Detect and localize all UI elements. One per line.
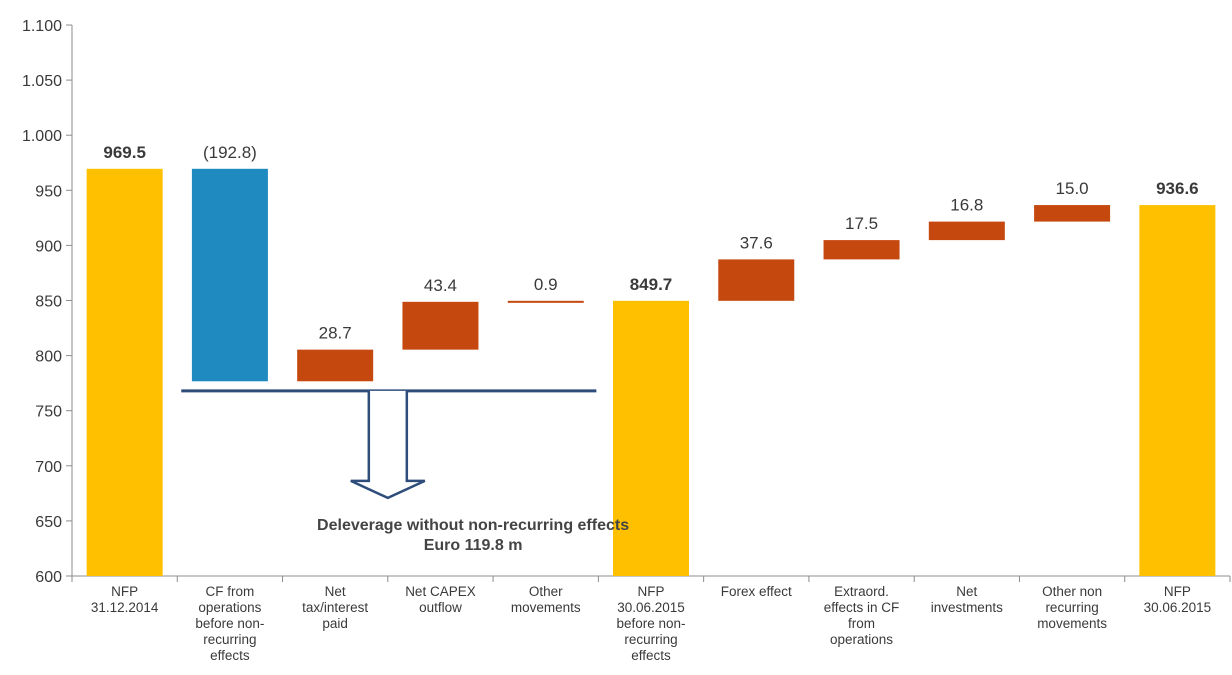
category-label: Net — [325, 584, 346, 599]
category-label: effects — [210, 648, 250, 663]
data-label: 28.7 — [319, 324, 352, 343]
category-label: investments — [931, 600, 1003, 615]
category-label: movements — [1037, 616, 1107, 631]
data-label: (192.8) — [203, 143, 257, 162]
data-label: 16.8 — [950, 196, 983, 215]
data-label: 0.9 — [534, 275, 558, 294]
category-label: operations — [198, 600, 261, 615]
y-tick-label: 650 — [35, 514, 62, 531]
category-label: operations — [830, 632, 893, 647]
category-label: before non- — [616, 616, 685, 631]
category-label: movements — [511, 600, 581, 615]
category-label: 30.06.2015 — [1144, 600, 1212, 615]
data-label: 849.7 — [630, 275, 673, 294]
annotation-line-2: Euro 119.8 m — [424, 537, 523, 554]
bar-increase — [718, 259, 795, 301]
data-label: 37.6 — [740, 233, 773, 252]
y-tick-label: 900 — [35, 238, 62, 255]
category-label: 31.12.2014 — [91, 600, 159, 615]
category-label: effects in CF — [824, 600, 900, 615]
bar-increase — [297, 349, 374, 382]
data-label: 969.5 — [103, 143, 146, 162]
bar-increase — [1034, 205, 1111, 222]
y-tick-label: 700 — [35, 459, 62, 476]
category-label: Other non — [1042, 584, 1102, 599]
data-label: 15.0 — [1056, 179, 1089, 198]
y-tick-label: 800 — [35, 349, 62, 366]
bars-layer — [86, 168, 1216, 576]
category-label: Forex effect — [721, 584, 792, 599]
category-label: paid — [322, 616, 348, 631]
annotation-line-1: Deleverage without non-recurring effects — [317, 517, 629, 534]
deleverage-annotation: Deleverage without non-recurring effects… — [181, 389, 629, 554]
category-label: Net CAPEX — [405, 584, 476, 599]
y-tick-label: 750 — [35, 404, 62, 421]
category-label: effects — [631, 648, 671, 663]
category-label: recurring — [624, 632, 677, 647]
bar-increase — [507, 300, 584, 303]
category-label: NFP — [1164, 584, 1191, 599]
category-label: before non- — [195, 616, 264, 631]
bar-decrease — [191, 168, 268, 382]
category-label: NFP — [111, 584, 138, 599]
bar-total — [613, 300, 689, 576]
category-label: outflow — [419, 600, 462, 615]
x-axis — [71, 575, 1231, 582]
category-label: from — [848, 616, 875, 631]
bar-increase — [402, 301, 479, 350]
category-label: Net — [956, 584, 977, 599]
category-label: CF from — [206, 584, 255, 599]
data-label: 43.4 — [424, 276, 457, 295]
y-tick-label: 850 — [35, 294, 62, 311]
y-tick-label: 1.100 — [22, 18, 62, 35]
bar-total — [86, 168, 163, 576]
category-label: Extraord. — [834, 584, 889, 599]
bar-increase — [823, 240, 900, 260]
category-label: tax/interest — [302, 600, 368, 615]
data-label: 17.5 — [845, 214, 878, 233]
y-tick-label: 600 — [35, 569, 62, 586]
category-label: NFP — [638, 584, 665, 599]
y-tick-label: 950 — [35, 183, 62, 200]
category-label: 30.06.2015 — [617, 600, 685, 615]
bar-increase — [928, 221, 1005, 241]
y-tick-label: 1.000 — [22, 128, 62, 145]
y-axis: 600 650 700 750 800 850 900 950 1.000 1.050 1.100 — [22, 18, 73, 586]
bar-total — [1139, 205, 1216, 576]
category-label: Other — [529, 584, 563, 599]
down-arrow-icon — [350, 390, 426, 500]
y-tick-label: 1.050 — [22, 73, 62, 90]
data-labels-layer: 969.5 (192.8) 28.7 43.4 0.9 849.7 37.6 17.5 16.8… — [103, 143, 1198, 343]
category-label: recurring — [1045, 600, 1098, 615]
data-label: 936.6 — [1156, 179, 1199, 198]
category-label: recurring — [203, 632, 256, 647]
